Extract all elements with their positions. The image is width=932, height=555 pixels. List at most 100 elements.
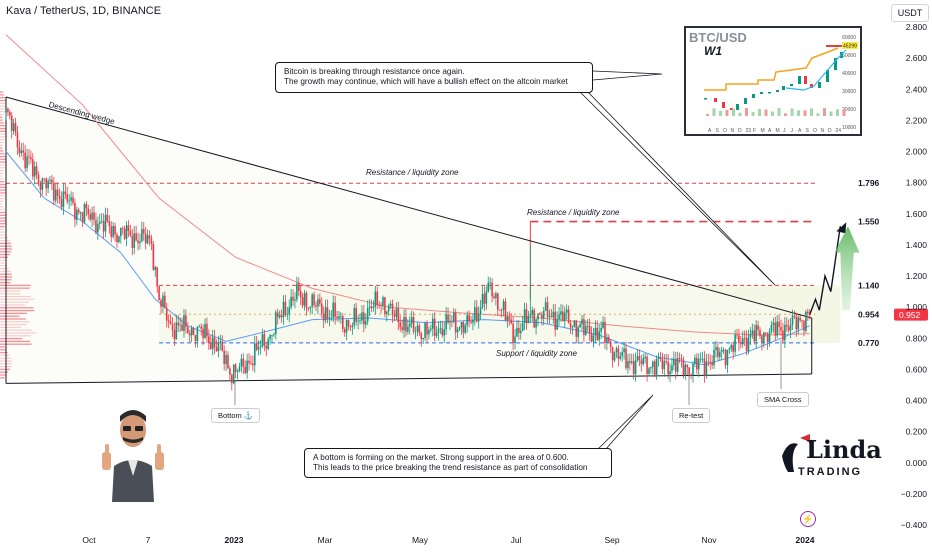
inset-volume-bar [842, 109, 846, 116]
candle-body [424, 322, 426, 338]
candle-body [736, 334, 738, 336]
candle-body [273, 334, 275, 336]
candle-body [569, 322, 572, 328]
candle-body [590, 333, 593, 342]
volume-profile-bar [0, 349, 6, 351]
candle-body [229, 368, 231, 375]
candle-body [412, 317, 415, 332]
candle-body [544, 302, 547, 311]
inset-candle [834, 58, 837, 70]
candle-body [225, 354, 227, 365]
volume-profile-bar [0, 144, 3, 146]
candle-body [502, 301, 505, 311]
inset-candle [782, 86, 785, 90]
candle-body [47, 180, 49, 189]
candle-body [269, 335, 271, 340]
candle-body [586, 325, 589, 327]
candle-body [489, 282, 491, 284]
candle-body [759, 329, 761, 337]
candle-body [359, 320, 361, 322]
candle-body [227, 354, 229, 369]
candle-body [521, 323, 524, 331]
candle-body [181, 324, 183, 331]
candle-body [301, 297, 304, 306]
candle-body [194, 335, 197, 341]
candle-body [259, 346, 262, 348]
candle-body [718, 352, 721, 357]
volume-profile-bar [0, 153, 5, 155]
candle-body [504, 301, 507, 321]
volume-profile-bar [0, 318, 26, 320]
volume-profile-bar [0, 377, 5, 379]
candle-body [278, 315, 281, 318]
x-tick-label: Jul [511, 535, 522, 545]
candle-body [292, 296, 294, 301]
candle-body [357, 320, 359, 322]
inset-x-label: A [768, 128, 772, 134]
inset-volume-bar [764, 109, 768, 116]
candle-body [139, 241, 141, 244]
candle-body [665, 361, 668, 362]
candle-body [100, 220, 103, 222]
volume-profile-bar [0, 281, 11, 284]
bullish-target-arrow [834, 226, 860, 311]
candle-body [148, 235, 151, 239]
volume-profile-bar [0, 321, 30, 323]
candle-body [594, 327, 597, 336]
candle-body [500, 309, 503, 311]
candle-body [407, 326, 409, 332]
candle-body [156, 267, 158, 287]
candle-body [324, 307, 327, 321]
volume-profile-bar [0, 295, 31, 298]
inset-x-label: D [828, 128, 832, 134]
volume-profile-bar [0, 309, 35, 312]
candle-body [749, 334, 752, 338]
currency-label[interactable]: USDT [891, 4, 929, 22]
volume-profile-bar [0, 267, 10, 270]
candle-body [648, 368, 650, 375]
support-zone-label: Support / liquidity zone [496, 349, 577, 358]
candle-body [493, 296, 495, 299]
candle-body [62, 191, 65, 208]
volume-profile-bar [0, 239, 10, 242]
bottom-tag: Bottom ⚓ [211, 408, 261, 423]
candle-body [30, 157, 32, 160]
candle-body [573, 320, 576, 327]
sma-slow-line [5, 34, 810, 336]
candle-body [315, 305, 317, 307]
candle-body [326, 307, 329, 319]
candle-body [621, 352, 623, 357]
candle-body [290, 296, 292, 308]
price-tag-text: 0.952 [899, 310, 921, 320]
candle-body [53, 182, 55, 201]
candle-body [766, 333, 769, 342]
candle-body [805, 311, 807, 331]
inset-x-label: O [723, 128, 727, 134]
inset-volume-bar [836, 109, 839, 116]
candle-body [244, 366, 247, 373]
candle-body [607, 337, 610, 342]
volume-profile-bar [0, 234, 6, 236]
candle-body [297, 283, 300, 292]
inset-x-label: F [753, 128, 756, 134]
projection-path [809, 226, 841, 315]
btc-callout-pointer [592, 70, 663, 81]
candle-body [22, 150, 25, 153]
candle-body [303, 293, 306, 306]
inset-x-label: N [821, 128, 825, 134]
level-label: 1.550 [858, 217, 880, 227]
candle-body [242, 358, 245, 367]
candle-body [294, 299, 296, 301]
candle-body [431, 318, 434, 329]
candle-body [644, 356, 646, 359]
candle-body [678, 358, 681, 359]
y-tick-label: 2.600 [906, 53, 928, 63]
inset-volume-bar [751, 112, 755, 116]
lightning-icon[interactable]: ⚡ [800, 511, 816, 527]
candle-body [364, 321, 367, 325]
candle-body [66, 194, 69, 202]
volume-profile-bar [0, 155, 6, 158]
candle-body [286, 314, 289, 316]
candle-body [604, 321, 606, 343]
candle-body [240, 358, 243, 367]
